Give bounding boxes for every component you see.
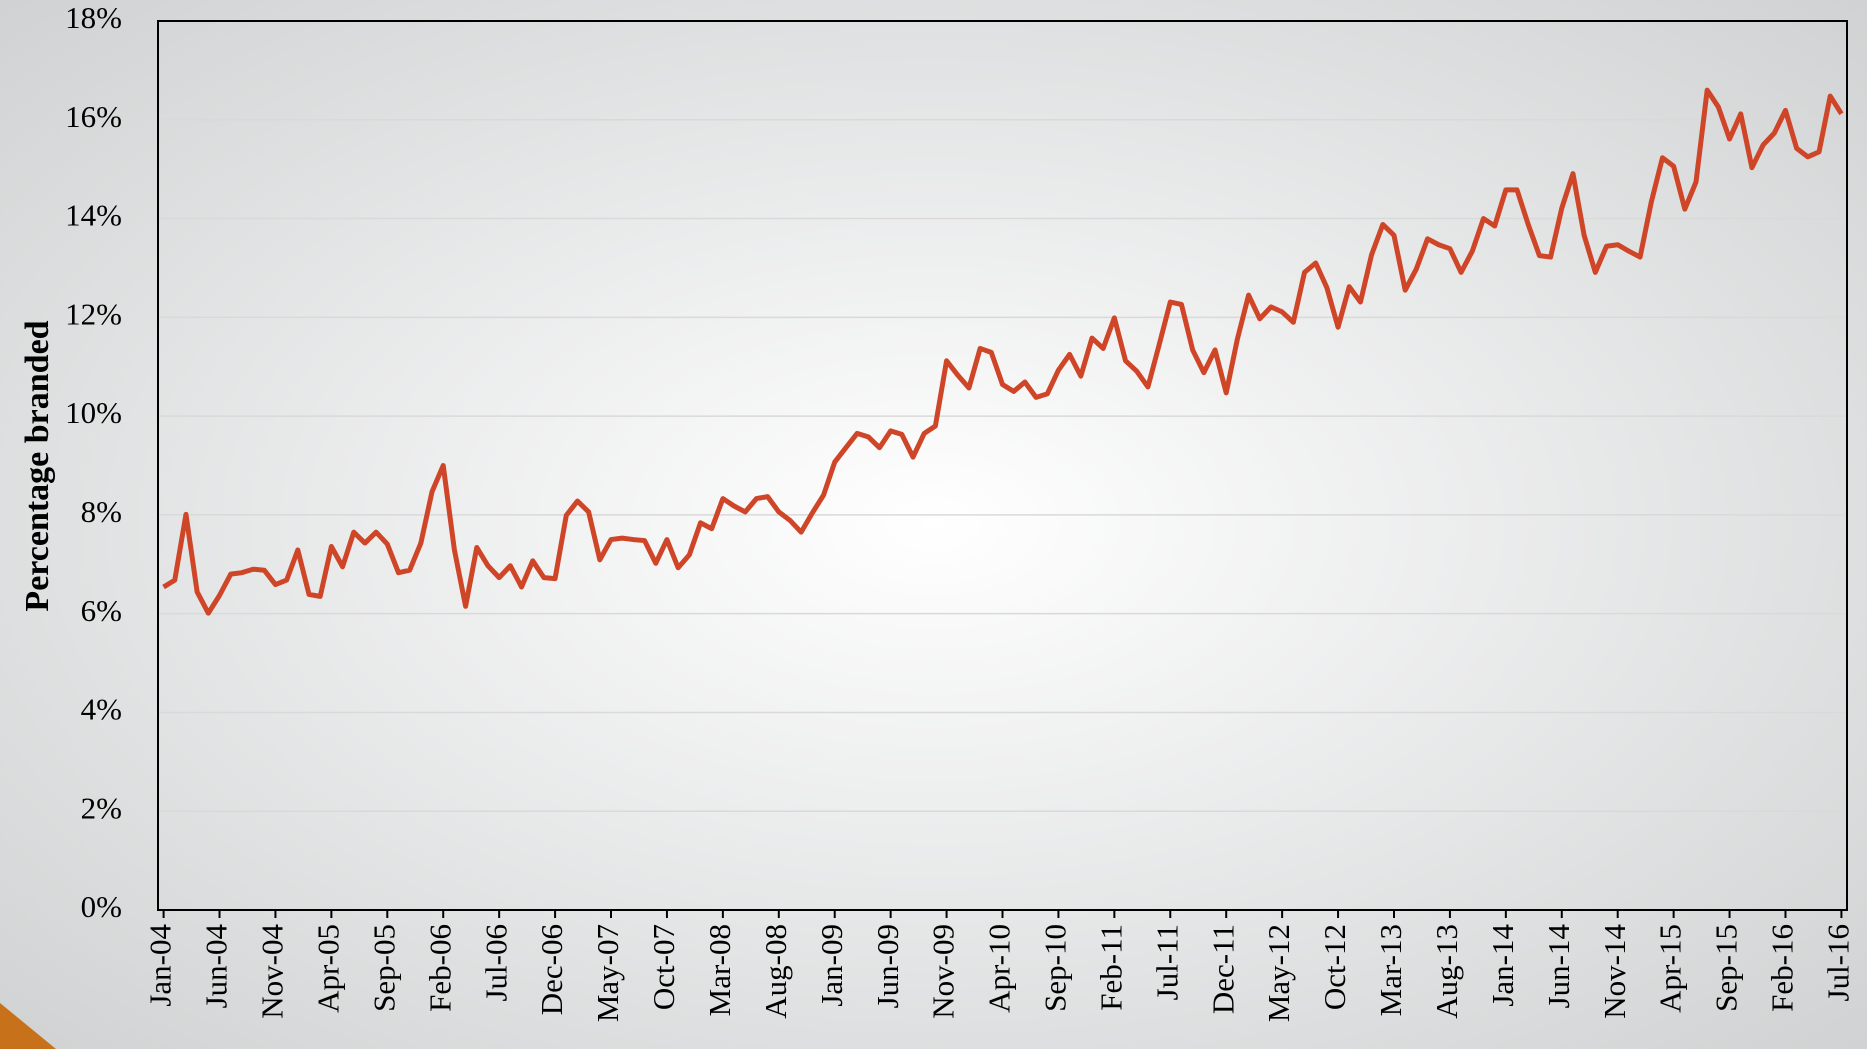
x-tick-label: Nov-09 xyxy=(926,924,961,1019)
x-tick-label: Apr-15 xyxy=(1653,924,1688,1013)
x-tick-label: Sep-05 xyxy=(366,924,401,1012)
x-tick-label: Dec-11 xyxy=(1205,924,1240,1014)
x-tick-label: Jan-09 xyxy=(814,924,849,1007)
x-tick-label: Jun-04 xyxy=(199,924,234,1009)
data-line xyxy=(162,87,1844,616)
x-tick-label: Jan-04 xyxy=(143,924,178,1007)
x-tick-label: Dec-06 xyxy=(534,924,569,1015)
y-tick-label: 2% xyxy=(81,790,122,825)
x-tick-label: Sep-15 xyxy=(1709,924,1744,1012)
x-tick-label: May-12 xyxy=(1261,924,1296,1022)
x-tick-label: Jul-06 xyxy=(478,924,513,1002)
x-tick-label: Aug-13 xyxy=(1429,924,1464,1019)
x-tick-label: Nov-14 xyxy=(1597,924,1632,1019)
y-tick-label: 0% xyxy=(81,889,122,924)
y-tick-label: 10% xyxy=(65,395,122,430)
x-tick-label: Feb-16 xyxy=(1765,924,1800,1012)
x-tick-label: Mar-08 xyxy=(702,924,737,1016)
x-tick-label: Jun-09 xyxy=(870,924,905,1008)
y-tick-label: 12% xyxy=(65,296,122,331)
x-tick-label: Sep-10 xyxy=(1038,924,1073,1012)
x-tick-label: Jan-14 xyxy=(1485,924,1520,1007)
y-tick-label: 8% xyxy=(81,494,122,529)
x-tick-label: Oct-07 xyxy=(646,924,681,1010)
x-tick-label: Jun-14 xyxy=(1541,924,1576,1009)
y-tick-label: 4% xyxy=(81,692,122,727)
x-tick-label: Aug-08 xyxy=(758,924,793,1019)
x-tick-label: May-07 xyxy=(590,924,625,1022)
y-tick-label: 6% xyxy=(81,593,122,628)
x-tick-label: Apr-10 xyxy=(982,924,1017,1013)
corner-decoration xyxy=(0,1003,56,1049)
y-tick-label: 18% xyxy=(65,0,122,35)
x-tick-label: Oct-12 xyxy=(1317,924,1352,1010)
x-tick-label: Nov-04 xyxy=(255,924,290,1019)
x-tick-label: Feb-06 xyxy=(422,924,457,1012)
y-axis-label: Percentage branded xyxy=(19,320,56,611)
x-tick-label: Jul-16 xyxy=(1821,924,1856,1002)
y-tick-label: 16% xyxy=(65,99,122,134)
y-tick-label: 14% xyxy=(65,198,122,233)
x-tick-label: Feb-11 xyxy=(1093,924,1128,1011)
x-tick-label: Apr-05 xyxy=(310,924,345,1013)
x-tick-label: Jul-11 xyxy=(1149,924,1184,1000)
x-tick-label: Mar-13 xyxy=(1373,924,1408,1016)
